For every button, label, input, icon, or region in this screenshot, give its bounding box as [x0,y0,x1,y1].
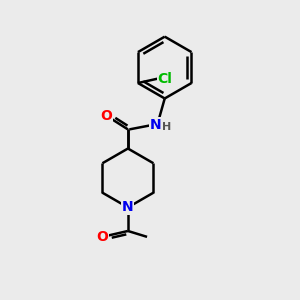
Text: Cl: Cl [158,72,172,86]
Text: N: N [150,118,162,132]
Text: N: N [122,200,134,214]
Text: O: O [100,109,112,122]
Text: O: O [96,230,108,244]
Text: H: H [163,122,172,132]
